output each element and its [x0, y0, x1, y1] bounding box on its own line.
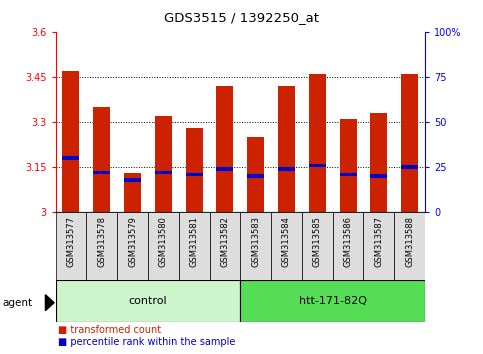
Text: GSM313577: GSM313577	[67, 216, 75, 267]
Text: GSM313582: GSM313582	[220, 216, 229, 267]
Bar	[370, 175, 387, 178]
Bar	[309, 74, 326, 212]
Text: ■ percentile rank within the sample: ■ percentile rank within the sample	[58, 337, 235, 347]
Bar	[62, 71, 79, 212]
Bar	[247, 137, 264, 212]
Text: GSM313583: GSM313583	[251, 216, 260, 267]
Text: GSM313585: GSM313585	[313, 216, 322, 267]
Bar	[62, 156, 79, 160]
Bar	[401, 165, 418, 169]
Text: control: control	[128, 296, 167, 306]
Bar	[309, 164, 326, 167]
Text: GSM313581: GSM313581	[190, 216, 199, 267]
Bar	[240, 280, 425, 322]
Bar	[271, 212, 302, 280]
Text: GSM313588: GSM313588	[405, 216, 414, 267]
Text: agent: agent	[2, 298, 32, 308]
Text: GSM313586: GSM313586	[343, 216, 353, 267]
Polygon shape	[45, 295, 54, 311]
Bar	[86, 212, 117, 280]
Text: GSM313580: GSM313580	[159, 216, 168, 267]
Bar	[148, 212, 179, 280]
Bar	[185, 173, 202, 176]
Bar	[93, 171, 110, 175]
Bar	[179, 212, 210, 280]
Bar	[364, 212, 394, 280]
Bar	[124, 178, 141, 182]
Bar	[216, 167, 233, 171]
Bar	[56, 280, 241, 322]
Bar	[278, 167, 295, 171]
Bar	[155, 171, 172, 175]
Text: htt-171-82Q: htt-171-82Q	[298, 296, 367, 306]
Bar	[117, 212, 148, 280]
Bar	[240, 212, 271, 280]
Bar	[185, 128, 202, 212]
Bar	[302, 212, 333, 280]
Bar	[247, 175, 264, 178]
Text: ■ transformed count: ■ transformed count	[58, 325, 161, 335]
Bar	[210, 212, 240, 280]
Bar	[56, 212, 86, 280]
Bar	[278, 86, 295, 212]
Bar	[340, 119, 356, 212]
Bar	[155, 116, 172, 212]
Bar	[124, 173, 141, 212]
Text: GSM313584: GSM313584	[282, 216, 291, 267]
Bar	[401, 74, 418, 212]
Text: GSM313587: GSM313587	[374, 216, 384, 267]
Bar	[370, 113, 387, 212]
Bar	[216, 86, 233, 212]
Bar	[93, 107, 110, 212]
Text: GSM313579: GSM313579	[128, 216, 137, 267]
Bar	[394, 212, 425, 280]
Bar	[333, 212, 364, 280]
Bar	[340, 173, 356, 176]
Text: GSM313578: GSM313578	[97, 216, 106, 267]
Text: GDS3515 / 1392250_at: GDS3515 / 1392250_at	[164, 11, 319, 24]
